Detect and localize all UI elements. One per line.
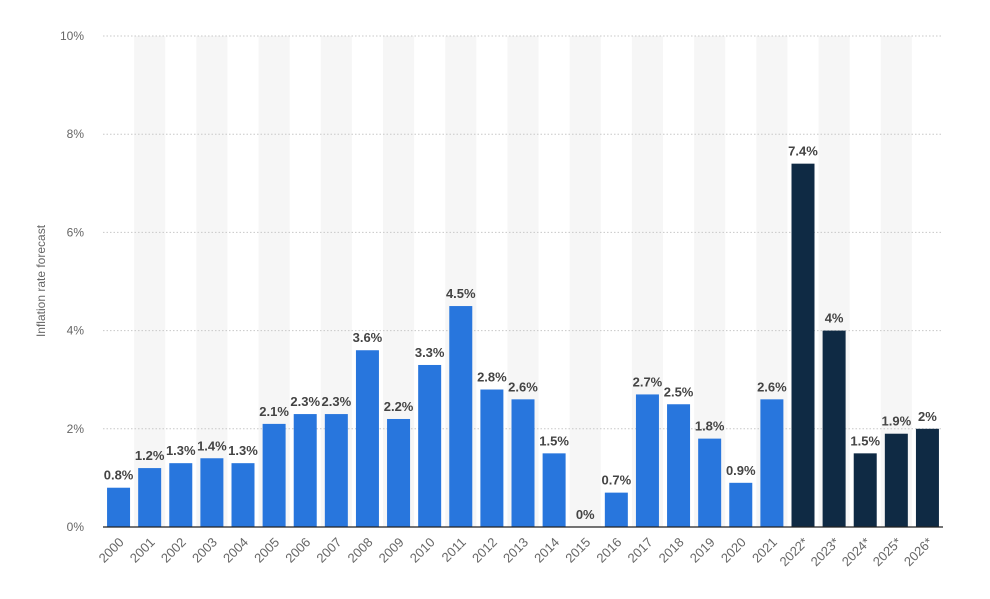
value-label: 1.3% <box>166 443 196 458</box>
bar-2011 <box>449 306 473 527</box>
y-axis-title: Inflation rate forecast <box>34 224 48 337</box>
value-label: 2.3% <box>322 394 352 409</box>
bars <box>107 163 939 527</box>
value-label: 4.5% <box>446 286 476 301</box>
x-tick-label: 2010 <box>407 535 438 566</box>
value-label: 0.7% <box>602 473 632 488</box>
bar-2003 <box>200 458 224 527</box>
column-band <box>134 36 166 527</box>
bar-2014 <box>542 453 566 527</box>
value-label: 3.3% <box>415 345 445 360</box>
x-tick-label: 2020 <box>718 535 749 566</box>
value-label: 1.8% <box>695 419 725 434</box>
value-label: 1.5% <box>850 433 880 448</box>
x-tick-label: 2025* <box>870 535 905 570</box>
x-tick-label: 2014 <box>531 535 562 566</box>
x-tick-label: 2003 <box>189 535 220 566</box>
x-tick-labels: 2000 2001 2002 2003 2004 2005 2006 2007 2008 2009… <box>96 535 936 570</box>
bar-2006 <box>293 414 317 527</box>
bar-2018 <box>667 404 691 527</box>
x-tick-label: 2005 <box>251 535 282 566</box>
value-label: 2.2% <box>384 399 414 414</box>
x-tick-label: 2018 <box>656 535 687 566</box>
bar-2022-forecast <box>791 163 815 527</box>
bar-2001 <box>138 468 162 527</box>
value-label: 2% <box>918 409 937 424</box>
bar-2000 <box>107 487 131 527</box>
y-tick-label: 10% <box>60 29 84 43</box>
bar-2016 <box>604 492 628 527</box>
value-label: 3.6% <box>353 330 383 345</box>
bar-2007 <box>324 414 348 527</box>
bar-2024-forecast <box>853 453 877 527</box>
y-tick-label: 4% <box>67 324 85 338</box>
value-label: 2.5% <box>664 384 694 399</box>
value-label: 0.8% <box>104 468 134 483</box>
x-tick-label: 2017 <box>625 535 656 566</box>
bar-2002 <box>169 463 193 527</box>
value-label: 2.7% <box>633 374 663 389</box>
value-label: 2.3% <box>290 394 320 409</box>
bar-2012 <box>480 389 504 527</box>
bar-2026-forecast <box>915 428 939 527</box>
value-label: 1.2% <box>135 448 165 463</box>
value-label: 7.4% <box>788 144 818 159</box>
x-tick-label: 2007 <box>313 535 344 566</box>
x-tick-label: 2021 <box>749 535 780 566</box>
bar-2017 <box>635 394 659 527</box>
x-tick-label: 2024* <box>839 535 874 570</box>
bar-2019 <box>698 438 722 527</box>
x-tick-label: 2019 <box>687 535 718 566</box>
x-tick-label: 2023* <box>808 535 843 570</box>
value-label: 2.1% <box>259 404 289 419</box>
bar-2020 <box>729 482 753 527</box>
x-tick-label: 2000 <box>96 535 127 566</box>
x-tick-label: 2015 <box>562 535 593 566</box>
column-band <box>196 36 228 527</box>
value-label: 0.9% <box>726 463 756 478</box>
bar-2005 <box>262 423 286 527</box>
y-tick-label: 2% <box>67 422 85 436</box>
value-label: 2.6% <box>757 379 787 394</box>
y-tick-label: 8% <box>67 127 85 141</box>
value-label: 4% <box>825 311 844 326</box>
x-tick-label: 2008 <box>345 535 376 566</box>
x-tick-label: 2012 <box>469 535 500 566</box>
value-label: 1.5% <box>539 433 569 448</box>
bar-2008 <box>355 350 379 527</box>
x-tick-label: 2004 <box>220 535 251 566</box>
x-tick-label: 2011 <box>439 535 469 565</box>
value-label: 1.9% <box>882 414 912 429</box>
value-label: 0% <box>576 507 595 522</box>
value-label: 2.8% <box>477 370 507 385</box>
value-labels: 0.8%1.2% 1.3% 1.4% 1.3%2.1%2.3% 2.3%3.6%2.2%… <box>104 144 938 522</box>
bar-2025-forecast <box>884 433 908 527</box>
x-tick-label: 2009 <box>376 535 407 566</box>
value-label: 1.3% <box>228 443 258 458</box>
x-tick-label: 2022* <box>776 535 811 570</box>
value-label: 1.4% <box>197 438 227 453</box>
bar-2023-forecast <box>822 330 846 527</box>
column-band <box>569 36 601 527</box>
x-tick-label: 2002 <box>158 535 189 566</box>
x-tick-label: 2001 <box>127 535 158 566</box>
x-tick-label: 2016 <box>593 535 624 566</box>
x-tick-label: 2026* <box>901 535 936 570</box>
y-tick-label: 0% <box>67 520 85 534</box>
x-tick-label: 2006 <box>282 535 313 566</box>
bar-2021 <box>760 399 784 527</box>
value-label: 2.6% <box>508 379 538 394</box>
bar-2004 <box>231 463 255 527</box>
bar-2010 <box>418 364 442 527</box>
x-tick-label: 2013 <box>500 535 531 566</box>
y-tick-label: 6% <box>67 225 85 239</box>
bar-2013 <box>511 399 535 527</box>
bar-2009 <box>387 418 411 527</box>
